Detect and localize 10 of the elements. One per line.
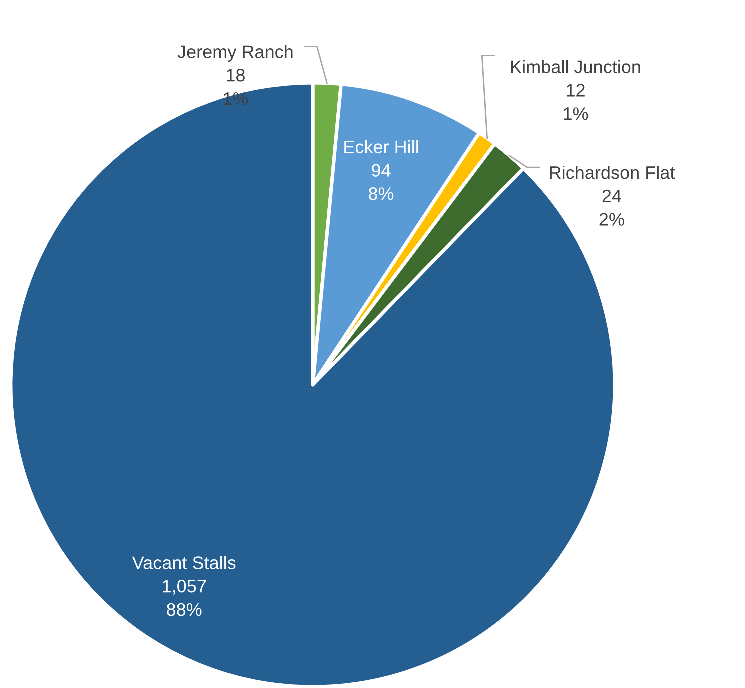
data-label: 18 1% xyxy=(224,69,248,106)
data-label: 1,057 88% xyxy=(163,580,206,616)
data-label: 12 1% xyxy=(564,84,588,120)
data-label: 24 2% xyxy=(600,190,624,226)
slice-label: Kimball Junction xyxy=(511,60,640,74)
slice-label: Vacant Stalls xyxy=(132,556,236,570)
slice-label: Richardson Flat xyxy=(550,166,676,180)
slice-label: Ecker Hill xyxy=(344,140,418,154)
data-label: 94 8% xyxy=(368,164,394,200)
slice-label: Jeremy Ranch xyxy=(178,45,293,62)
